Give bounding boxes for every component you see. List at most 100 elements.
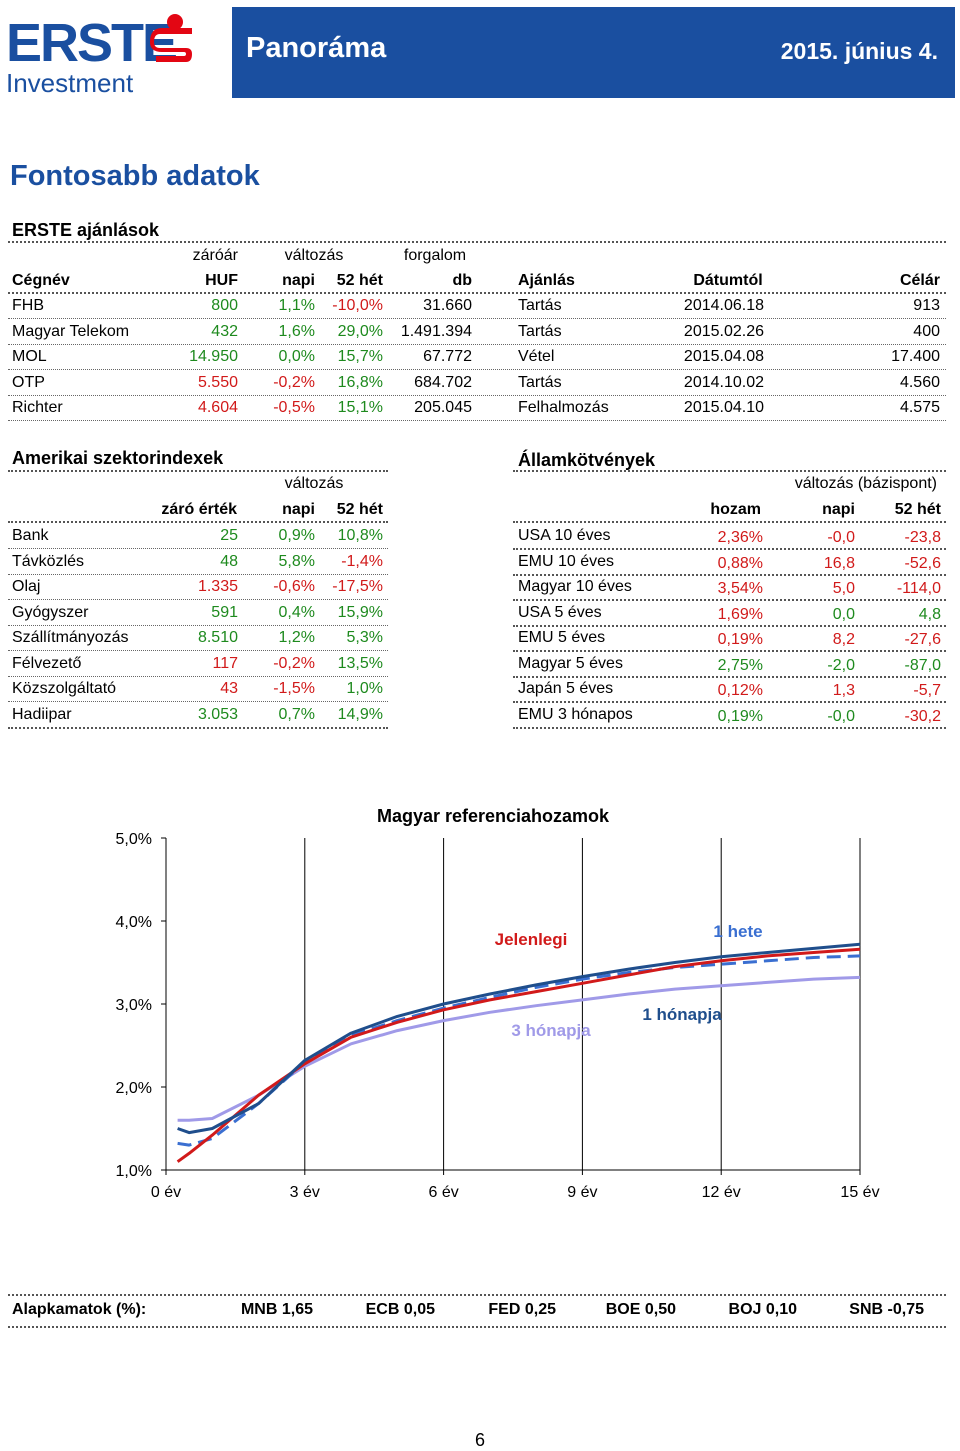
col-header: napi [282, 272, 315, 289]
year-change-bp: -5,7 [913, 682, 941, 699]
table-divider [8, 369, 946, 370]
table-divider [513, 521, 946, 523]
daily-change-bp: 0,0 [832, 605, 855, 623]
close-value: 43 [220, 680, 238, 697]
yield-curve-chart: 1,0% 2,0% 3,0% 4,0% 5,0% 0 év 3 év 6 év 9 év 12 é… [116, 806, 880, 1201]
x-tick-label: 6 év [428, 1184, 458, 1201]
x-tick-label: 9 év [567, 1184, 597, 1201]
daily-change: -0,2% [273, 373, 315, 391]
close-value: 8.510 [197, 629, 238, 646]
daily-change: 0,0% [278, 348, 315, 365]
recommendation: Tartás [518, 322, 562, 340]
y-tick-label: 5,0% [116, 831, 152, 848]
table-divider [8, 599, 388, 600]
rates-label: Alapkamatok (%): [12, 1301, 147, 1318]
series-line-2 [177, 954, 861, 1147]
series-label: Jelenlegi [495, 930, 568, 949]
rate-item: BOJ 0,10 [728, 1301, 797, 1318]
bond-name: EMU 5 éves [518, 629, 606, 646]
col-header: 52 hét [336, 501, 383, 518]
section-title: Fontosabb adatok [10, 160, 260, 192]
rec-date: 2014.10.02 [683, 373, 764, 391]
close-price: 800 [211, 297, 238, 314]
col-header: HUF [205, 272, 238, 289]
bond-name: EMU 3 hónapos [518, 705, 633, 723]
year-change: 15,7% [337, 348, 383, 365]
bond-yield: 2,36% [717, 529, 763, 546]
table-divider [513, 470, 946, 472]
daily-change: 1,1% [278, 297, 315, 314]
daily-change-bp: 5,0 [832, 580, 855, 597]
rec-date: 2014.06.18 [683, 297, 764, 314]
year-change-bp: -23,8 [904, 529, 941, 546]
bond-yield: 0,19% [717, 631, 763, 648]
rec-date: 2015.04.08 [683, 348, 764, 365]
year-change: -17,5% [332, 578, 383, 595]
daily-change-bp: -2,0 [827, 656, 855, 674]
company-name: Richter [12, 399, 63, 416]
bond-yield: 3,54% [717, 580, 763, 597]
year-change-bp: -114,0 [896, 580, 941, 597]
table-divider [8, 343, 946, 345]
table-divider [8, 548, 388, 549]
base-rates-bar [8, 1294, 946, 1328]
col-group-volume: forgalom [403, 247, 467, 264]
bond-yield: 0,88% [717, 554, 763, 572]
table-divider [8, 241, 946, 243]
sector-name: Szállítmányozás [12, 629, 129, 646]
sector-name: Félvezető [12, 654, 82, 672]
daily-change: 0,9% [278, 527, 315, 544]
logo-investment: Investment [6, 68, 134, 98]
col-group-change: változás [284, 475, 344, 492]
year-change: 14,9% [337, 705, 383, 723]
volume: 684.702 [414, 373, 472, 391]
sector-name: Bank [12, 527, 49, 544]
sectors-title: Amerikai szektorindexek [12, 448, 224, 468]
table-divider [8, 420, 946, 421]
y-tick-label: 2,0% [116, 1080, 152, 1097]
year-change-bp: 4,8 [918, 605, 941, 623]
year-change: 13,5% [337, 654, 383, 672]
year-change: 1,0% [346, 680, 383, 697]
daily-change: 5,8% [278, 552, 315, 570]
sector-name: Távközlés [12, 552, 85, 570]
table-divider [513, 573, 946, 576]
target-price: 913 [913, 297, 940, 314]
year-change: 16,8% [337, 373, 383, 391]
col-header: hozam [710, 501, 761, 518]
rec-date: 2015.04.10 [683, 399, 764, 416]
company-name: Magyar Telekom [12, 322, 130, 340]
sector-name: Hadiipar [12, 705, 72, 723]
table-divider [513, 650, 946, 652]
year-change: 15,1% [337, 399, 383, 416]
daily-change: -0,2% [273, 654, 315, 672]
rate-item: SNB -0,75 [849, 1301, 924, 1318]
year-change: 10,8% [337, 527, 383, 544]
daily-change-bp: 16,8 [823, 554, 855, 572]
col-header: Célár [899, 272, 940, 289]
daily-change: -0,6% [273, 578, 315, 595]
bond-yield: 1,69% [717, 605, 763, 623]
col-header: Ajánlás [518, 272, 575, 289]
close-price: 5.550 [197, 373, 238, 391]
series-line-0 [176, 947, 861, 1163]
header-date: 2015. június 4. [780, 38, 938, 64]
bond-name: EMU 10 éves [518, 552, 615, 570]
series-label: 1 hónapja [642, 1005, 722, 1024]
table-divider [513, 624, 946, 627]
y-tick-label: 4,0% [116, 914, 152, 931]
page-title: Panoráma [246, 32, 387, 64]
table-divider [8, 470, 388, 472]
table-divider [8, 318, 946, 319]
y-tick-label: 1,0% [116, 1163, 152, 1180]
col-header: 52 hét [336, 272, 383, 289]
table-divider [513, 726, 946, 729]
sector-name: Olaj [12, 578, 41, 595]
daily-change: 1,6% [278, 322, 315, 340]
header-banner [232, 7, 955, 98]
close-value: 3.053 [197, 705, 238, 723]
series-line-3 [177, 975, 861, 1122]
target-price: 4.575 [899, 399, 940, 416]
daily-change: -1,5% [273, 680, 315, 697]
year-change: 29,0% [337, 322, 383, 340]
